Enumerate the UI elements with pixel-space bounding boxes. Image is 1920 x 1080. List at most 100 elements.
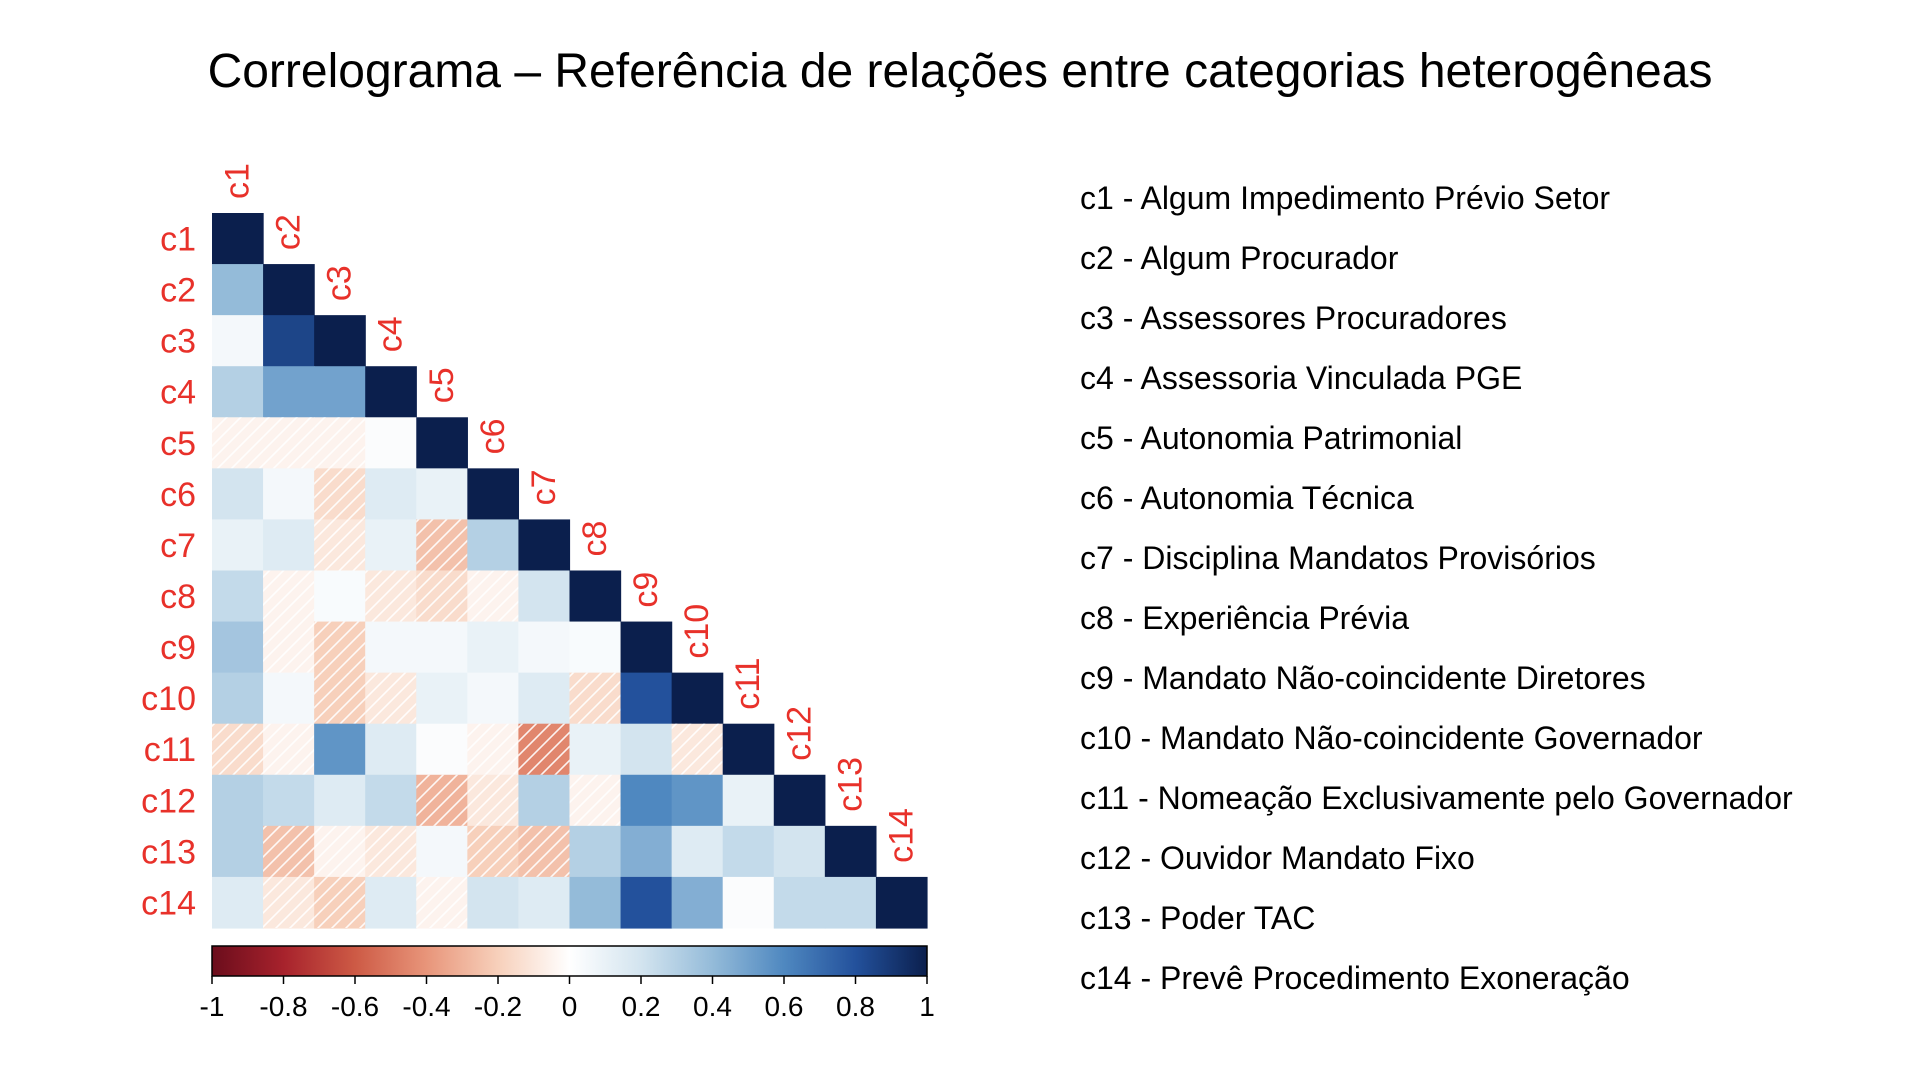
colorbar-tick-label: -1 — [200, 991, 225, 1022]
colorbar-tick-label: 1 — [919, 991, 935, 1022]
legend-item: c10 - Mandato Não-coincidente Governador — [1080, 720, 1703, 756]
heatmap-cell — [212, 825, 264, 878]
negative-hatch — [263, 876, 315, 928]
heatmap-cell — [467, 672, 520, 725]
heatmap-cell — [722, 723, 775, 776]
heatmap-cell — [365, 621, 417, 674]
negative-hatch — [314, 672, 366, 724]
heatmap-cell — [416, 723, 468, 776]
negative-hatch — [212, 417, 264, 469]
row-label: c13 — [141, 833, 196, 871]
row-labels: c1 c2 c3 c4 c5 c6 c7 c8 c9 c10 c11 c12 c13 c14 — [141, 221, 196, 923]
heatmap-cell — [620, 825, 673, 878]
negative-hatch — [212, 723, 264, 775]
column-label: c7 — [525, 469, 563, 505]
heatmap-cell — [518, 570, 571, 623]
column-label: c8 — [576, 521, 614, 557]
colorbar-tick-label: -0.2 — [474, 991, 522, 1022]
legend-item: c1 - Algum Impedimento Prévio Setor — [1080, 180, 1611, 216]
heatmap-cell — [212, 468, 264, 521]
negative-hatch — [263, 417, 315, 469]
colorbar-tick-label: 0.8 — [836, 991, 875, 1022]
heatmap-cell — [518, 519, 571, 572]
heatmap-cell — [467, 621, 520, 674]
heatmap-cell — [569, 621, 622, 674]
heatmap-cell — [824, 876, 877, 929]
heatmap-cell — [620, 723, 673, 776]
heatmap-cell — [671, 876, 724, 929]
heatmap-cell — [365, 468, 417, 521]
negative-hatch — [671, 723, 723, 775]
row-label: c9 — [160, 629, 196, 667]
heatmap-cell — [569, 723, 622, 776]
heatmap-cell — [518, 621, 571, 674]
heatmap-cell — [569, 825, 622, 878]
negative-hatch — [467, 570, 519, 622]
colorbar-tick-label: -0.4 — [402, 991, 450, 1022]
row-label: c5 — [160, 425, 196, 463]
heatmap-cell — [773, 876, 826, 929]
legend-item: c8 - Experiência Prévia — [1080, 600, 1410, 636]
column-label: c10 — [678, 604, 716, 659]
heatmap-cell — [620, 621, 673, 674]
negative-hatch — [518, 723, 570, 775]
legend-item: c9 - Mandato Não-coincidente Diretores — [1080, 660, 1646, 696]
heatmap-cell — [416, 468, 468, 521]
heatmap-cell — [212, 774, 264, 827]
column-label: c9 — [627, 572, 665, 608]
heatmap-cell — [518, 876, 571, 929]
negative-hatch — [314, 519, 366, 571]
column-label: c5 — [423, 367, 461, 403]
heatmap-cell — [314, 570, 366, 623]
negative-hatch — [416, 774, 468, 826]
heatmap-cell — [569, 876, 622, 929]
heatmap-cell — [314, 774, 366, 827]
column-label: c14 — [882, 808, 920, 863]
row-label: c2 — [160, 272, 196, 310]
row-label: c12 — [141, 782, 196, 820]
negative-hatch — [365, 672, 417, 724]
negative-hatch — [518, 825, 570, 877]
heatmap-cell — [365, 519, 417, 572]
heatmap-cell — [212, 366, 264, 418]
heatmap-cell — [416, 825, 468, 878]
heatmap-cell — [416, 621, 468, 674]
heatmap-cell — [620, 672, 673, 725]
colorbar-tick-label: -0.6 — [331, 991, 379, 1022]
negative-hatch — [263, 621, 315, 673]
negative-hatch — [314, 825, 366, 877]
heatmap-cell — [467, 876, 520, 929]
row-label: c3 — [160, 323, 196, 361]
heatmap-cell — [212, 621, 264, 674]
heatmap-cell — [212, 213, 264, 265]
heatmap-cell — [671, 825, 724, 878]
negative-hatch — [314, 621, 366, 673]
column-label: c3 — [321, 265, 359, 301]
column-label: c6 — [474, 418, 512, 454]
row-label: c1 — [160, 221, 196, 259]
legend-item: c11 - Nomeação Exclusivamente pelo Gover… — [1080, 780, 1793, 816]
column-label: c12 — [780, 706, 818, 761]
negative-hatch — [365, 570, 417, 622]
negative-hatch — [314, 468, 366, 520]
negative-hatch — [416, 876, 468, 928]
row-label: c8 — [160, 578, 196, 616]
heatmap-cell — [671, 774, 724, 827]
heatmap-cell — [620, 876, 673, 929]
row-label: c6 — [160, 476, 196, 514]
negative-hatch — [569, 774, 621, 826]
negative-hatch — [263, 825, 315, 877]
heatmap-cell — [314, 723, 366, 776]
heatmap-cell — [722, 876, 775, 929]
heatmap-cell — [263, 672, 315, 725]
column-label: c4 — [372, 316, 410, 352]
column-label: c13 — [831, 757, 869, 812]
colorbar-tick-label: 0.6 — [765, 991, 804, 1022]
heatmap-cell — [722, 774, 775, 827]
heatmap-cell — [824, 825, 877, 878]
row-label: c14 — [141, 884, 196, 922]
negative-hatch — [569, 672, 621, 724]
negative-hatch — [467, 723, 519, 775]
column-label: c2 — [270, 214, 308, 250]
negative-hatch — [314, 876, 366, 928]
